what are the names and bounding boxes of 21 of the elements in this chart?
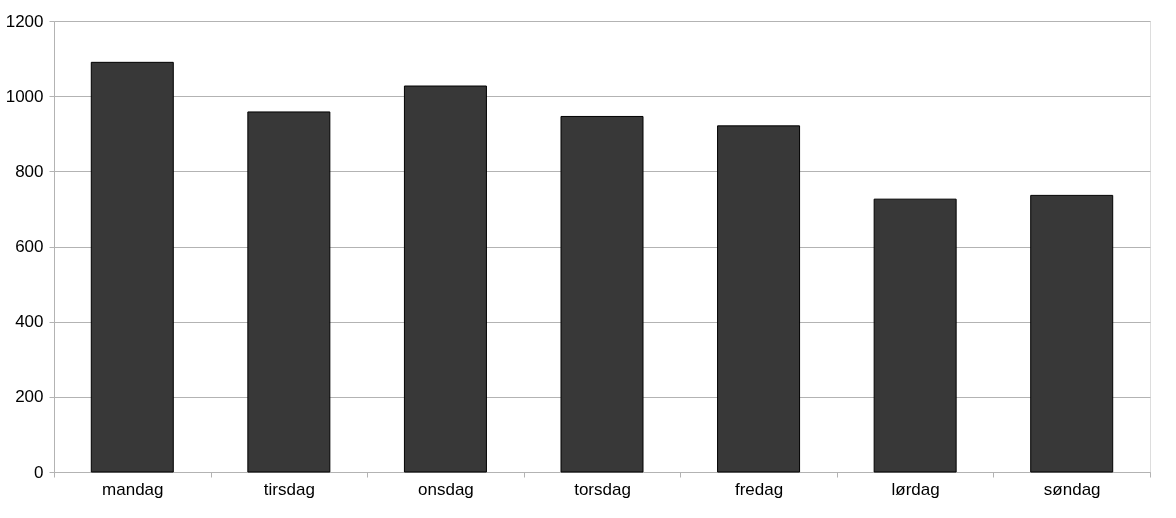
bar [717, 125, 801, 473]
y-tick-label: 200 [15, 387, 44, 407]
bar [90, 61, 174, 473]
bar [873, 198, 957, 473]
bar [1030, 194, 1114, 473]
y-tick-label: 1200 [5, 11, 44, 31]
x-tick-label: tirsdag [263, 479, 315, 499]
bar [403, 85, 487, 473]
y-tick-label: 800 [15, 161, 44, 181]
x-tick-label: onsdag [418, 479, 474, 499]
x-tick-label: søndag [1043, 479, 1101, 499]
y-tick-label: 600 [15, 237, 44, 256]
x-tick-label: fredag [734, 479, 784, 499]
bar [247, 111, 331, 473]
bar [560, 115, 644, 473]
x-tick-label: torsdag [574, 479, 631, 499]
y-tick-label: 400 [15, 312, 44, 332]
x-tick-label: mandag [102, 479, 164, 499]
y-tick-label: 0 [34, 462, 44, 482]
y-tick-label: 1000 [5, 86, 44, 106]
x-tick-label: lørdag [891, 479, 940, 499]
